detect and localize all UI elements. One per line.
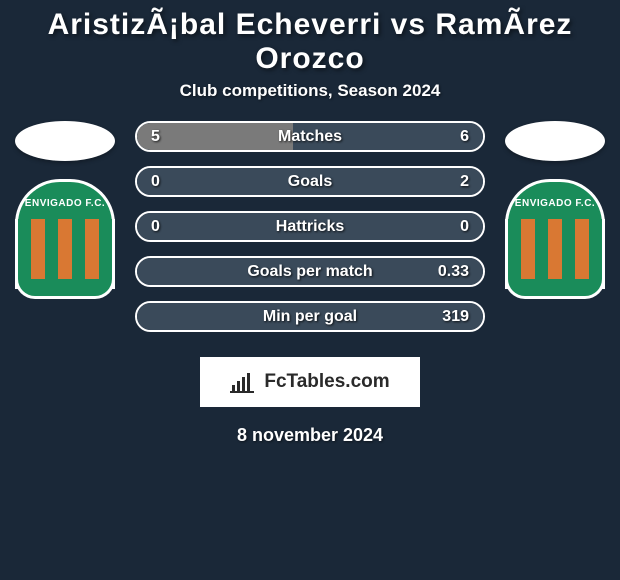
- club-badge-left: ENVIGADO F.C.: [15, 179, 115, 294]
- comparison-content: ENVIGADO F.C. 5 Matches 6 0 Goals 2 0 Hattricks…: [0, 121, 620, 332]
- stat-value-left: 0: [151, 173, 160, 191]
- stat-label: Goals per match: [247, 263, 372, 281]
- stat-bar: 0 Hattricks 0: [135, 211, 485, 242]
- footer-date: 8 november 2024: [0, 407, 620, 446]
- page-title: AristizÃ¡bal Echeverri vs RamÃ­rez Orozc…: [0, 0, 620, 81]
- stat-bar: 5 Matches 6: [135, 121, 485, 152]
- stat-bar: Min per goal 319: [135, 301, 485, 332]
- stat-value-right: 2: [460, 173, 469, 191]
- stats-column: 5 Matches 6 0 Goals 2 0 Hattricks 0 Goals per mat…: [135, 121, 485, 332]
- chart-icon: [230, 371, 258, 393]
- stat-label: Min per goal: [263, 308, 357, 326]
- stat-value-right: 0: [460, 218, 469, 236]
- stat-bar: Goals per match 0.33: [135, 256, 485, 287]
- stat-value-right: 319: [442, 308, 469, 326]
- flag-right: [505, 121, 605, 161]
- stat-value-left: 0: [151, 218, 160, 236]
- club-text-right: ENVIGADO F.C.: [515, 198, 595, 209]
- stat-label: Goals: [288, 173, 332, 191]
- stat-label: Hattricks: [276, 218, 344, 236]
- player-right-column: ENVIGADO F.C.: [500, 121, 610, 294]
- stat-value-right: 0.33: [438, 263, 469, 281]
- player-left-column: ENVIGADO F.C.: [10, 121, 120, 294]
- stat-bar: 0 Goals 2: [135, 166, 485, 197]
- stat-value-right: 6: [460, 128, 469, 146]
- subtitle: Club competitions, Season 2024: [0, 81, 620, 121]
- brand-text: FcTables.com: [264, 371, 389, 393]
- club-badge-right: ENVIGADO F.C.: [505, 179, 605, 294]
- flag-left: [15, 121, 115, 161]
- stat-value-left: 5: [151, 128, 160, 146]
- stat-label: Matches: [278, 128, 342, 146]
- club-text-left: ENVIGADO F.C.: [25, 198, 105, 209]
- brand-logo: FcTables.com: [200, 357, 420, 407]
